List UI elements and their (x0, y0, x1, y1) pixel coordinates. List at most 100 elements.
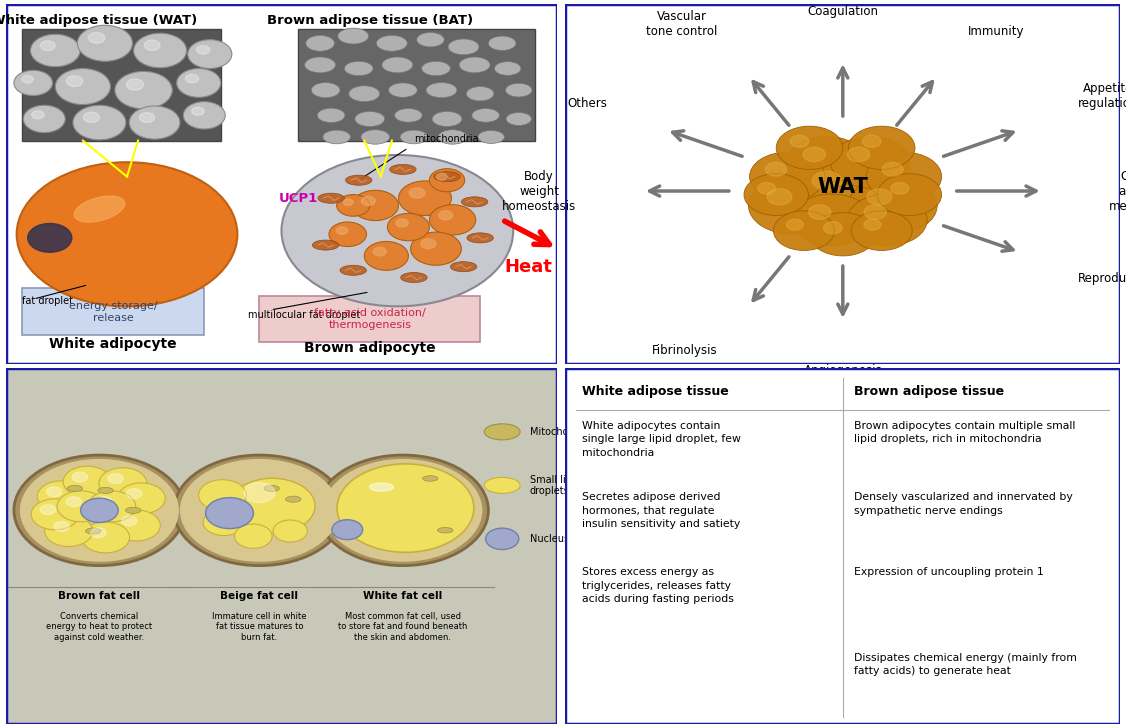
Ellipse shape (382, 57, 413, 73)
Ellipse shape (426, 82, 457, 98)
Text: White adipose tissue: White adipose tissue (582, 386, 729, 398)
Circle shape (32, 499, 79, 530)
Ellipse shape (126, 507, 141, 513)
Ellipse shape (74, 196, 125, 222)
Circle shape (891, 183, 909, 194)
Circle shape (230, 478, 315, 534)
Text: White fat cell: White fat cell (364, 590, 443, 601)
Circle shape (99, 468, 146, 499)
Ellipse shape (286, 496, 301, 502)
Ellipse shape (361, 130, 390, 144)
Circle shape (173, 455, 345, 566)
Circle shape (55, 68, 110, 105)
Circle shape (429, 205, 475, 235)
Circle shape (848, 147, 869, 162)
Circle shape (810, 213, 876, 256)
FancyBboxPatch shape (565, 368, 1120, 724)
Circle shape (803, 147, 825, 162)
FancyBboxPatch shape (565, 4, 1120, 364)
Ellipse shape (388, 83, 418, 98)
Circle shape (129, 106, 180, 139)
Circle shape (847, 194, 927, 246)
Ellipse shape (494, 62, 521, 76)
Text: Appetite
regulation: Appetite regulation (1078, 82, 1126, 110)
Ellipse shape (400, 130, 428, 144)
Circle shape (411, 232, 462, 265)
Text: energy storage/
release: energy storage/ release (69, 301, 158, 323)
Text: Brown adipose tissue: Brown adipose tissue (854, 386, 1004, 398)
Circle shape (750, 152, 825, 201)
Circle shape (28, 223, 72, 253)
Circle shape (792, 194, 872, 246)
Text: Immunity: Immunity (968, 25, 1025, 39)
Circle shape (14, 71, 53, 95)
Circle shape (234, 524, 272, 548)
Circle shape (429, 169, 465, 191)
Circle shape (864, 219, 881, 230)
Ellipse shape (306, 36, 334, 51)
Text: Expression of uncoupling protein 1: Expression of uncoupling protein 1 (854, 567, 1044, 577)
Circle shape (882, 162, 903, 176)
Text: Converts chemical
energy to heat to protect
against cold weather.: Converts chemical energy to heat to prot… (46, 612, 152, 642)
Circle shape (21, 76, 34, 83)
Circle shape (812, 171, 842, 190)
Circle shape (877, 174, 941, 215)
Circle shape (352, 190, 399, 221)
Ellipse shape (401, 272, 427, 282)
Ellipse shape (265, 486, 279, 491)
Circle shape (14, 455, 185, 566)
Text: Brown fat cell: Brown fat cell (59, 590, 141, 601)
Ellipse shape (86, 528, 101, 534)
Text: WAT: WAT (817, 178, 868, 197)
Text: Nucleus: Nucleus (530, 534, 569, 544)
Ellipse shape (349, 86, 379, 102)
Ellipse shape (318, 193, 345, 203)
Ellipse shape (340, 265, 366, 275)
Circle shape (177, 68, 221, 98)
Circle shape (184, 102, 225, 129)
Circle shape (848, 126, 915, 170)
Circle shape (32, 111, 44, 119)
Text: mitochondria: mitochondria (414, 134, 479, 144)
Text: Coagulation: Coagulation (807, 5, 878, 18)
Text: Glucose
and lipid
metabolism: Glucose and lipid metabolism (1109, 170, 1126, 213)
Circle shape (361, 197, 375, 205)
Circle shape (808, 205, 831, 219)
Ellipse shape (394, 108, 422, 122)
Text: Dissipates chemical energy (mainly from
fatty acids) to generate heat: Dissipates chemical energy (mainly from … (854, 653, 1076, 676)
Circle shape (409, 188, 425, 198)
Ellipse shape (477, 130, 504, 143)
Circle shape (399, 181, 452, 215)
Text: White adipocytes contain
single large lipid droplet, few
mitochondria: White adipocytes contain single large li… (582, 421, 741, 457)
Circle shape (188, 39, 232, 68)
Ellipse shape (432, 111, 462, 127)
Circle shape (72, 472, 88, 482)
Circle shape (790, 135, 808, 147)
Circle shape (63, 466, 111, 497)
Ellipse shape (450, 261, 476, 272)
Ellipse shape (345, 61, 373, 76)
Circle shape (851, 211, 912, 250)
Circle shape (373, 248, 386, 256)
Circle shape (831, 136, 911, 188)
Circle shape (78, 25, 133, 61)
Circle shape (113, 510, 160, 541)
Circle shape (191, 107, 204, 115)
Circle shape (848, 177, 937, 234)
Circle shape (206, 498, 253, 529)
Circle shape (365, 242, 409, 270)
Circle shape (387, 213, 429, 241)
Circle shape (318, 455, 489, 566)
Text: White adipose tissue (WAT): White adipose tissue (WAT) (0, 15, 197, 28)
Circle shape (343, 199, 354, 205)
Circle shape (774, 211, 834, 250)
Circle shape (66, 76, 83, 87)
Circle shape (46, 487, 62, 496)
Circle shape (337, 194, 369, 216)
Circle shape (197, 45, 209, 54)
Ellipse shape (472, 108, 500, 122)
Ellipse shape (305, 57, 336, 73)
Circle shape (180, 459, 339, 562)
Circle shape (82, 522, 129, 553)
Circle shape (198, 480, 247, 510)
